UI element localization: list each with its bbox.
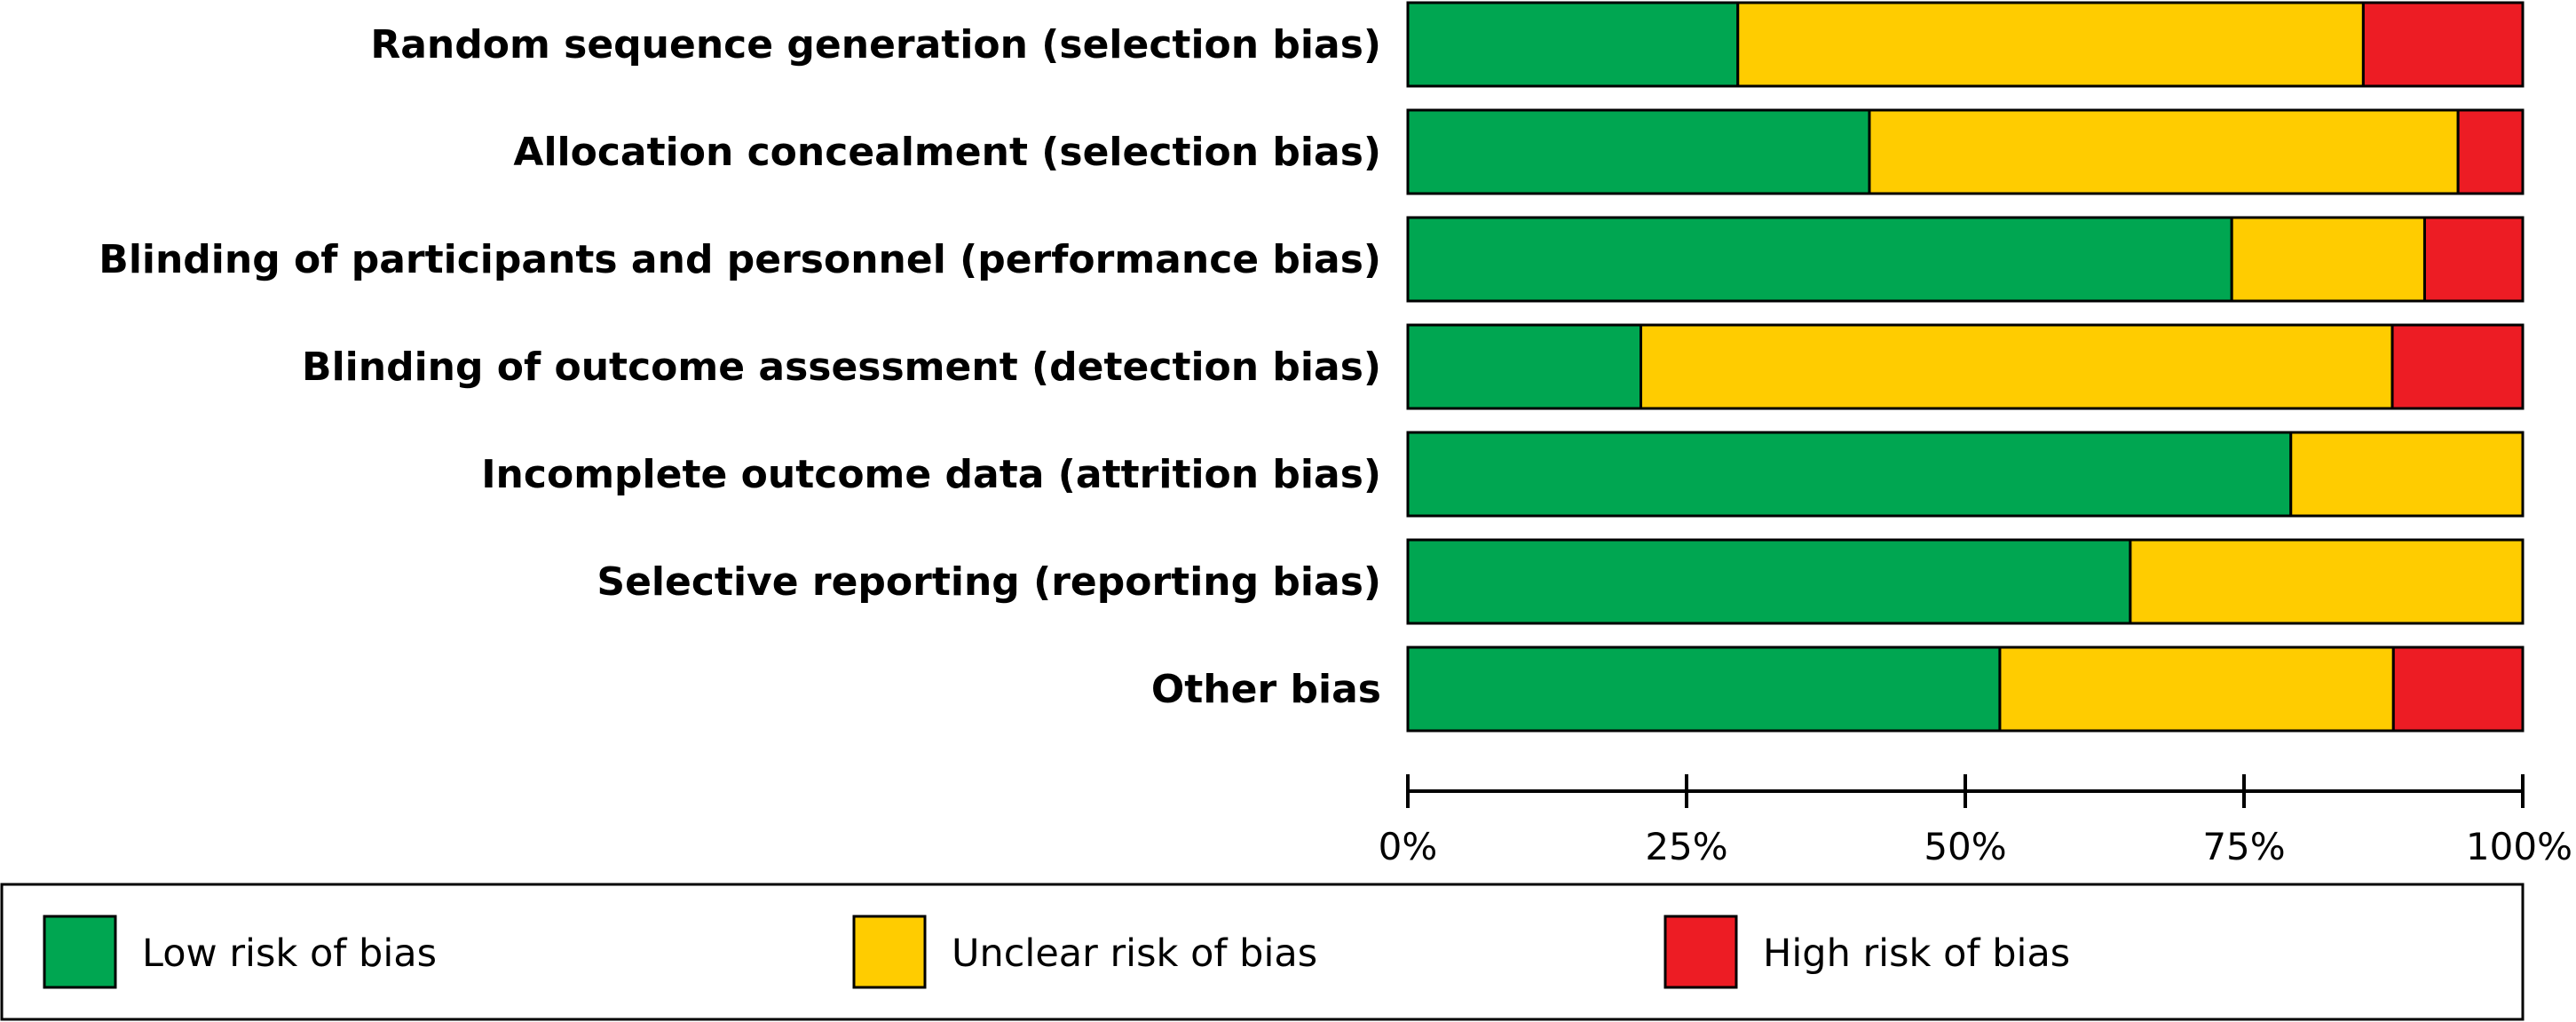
bar-segment-2-1 <box>1406 108 1871 195</box>
x-tick-label-2: 25% <box>1645 825 1727 868</box>
bars-layer <box>1406 1 2525 733</box>
x-tick-label-3: 50% <box>1924 825 2006 868</box>
bar-segment-7-1 <box>1406 646 2002 733</box>
bar-segment-1-2 <box>1736 1 2365 88</box>
bar-segment-6-2 <box>2129 538 2525 625</box>
legend-swatch-2 <box>852 915 927 989</box>
bar-segment-4-1 <box>1406 323 1643 410</box>
bar-segment-7-2 <box>1998 646 2395 733</box>
category-label-1: Random sequence generation (selection bi… <box>370 22 1381 67</box>
bar-segment-3-1 <box>1406 216 2233 303</box>
x-tick-label-1: 0% <box>1379 825 1438 868</box>
legend-label-3: High risk of bias <box>1763 931 2070 976</box>
x-axis: 0% 25% 50% 75% 100% <box>1379 774 2572 868</box>
category-label-7: Other bias <box>1151 667 1381 712</box>
bar-segment-7-3 <box>2391 646 2525 733</box>
legend-swatch-1 <box>43 915 117 989</box>
bar-segment-3-3 <box>2422 216 2525 303</box>
legend-swatch-3 <box>1663 915 1738 989</box>
legend-label-2: Unclear risk of bias <box>952 931 1317 976</box>
x-tick-label-4: 75% <box>2202 825 2285 868</box>
bar-segment-1-1 <box>1406 1 1740 88</box>
category-label-4: Blinding of outcome assessment (detectio… <box>302 345 1381 390</box>
category-label-2: Allocation concealment (selection bias) <box>513 130 1381 175</box>
category-label-3: Blinding of participants and personnel (… <box>99 237 1381 282</box>
legend: Low risk of bias Unclear risk of bias High… <box>0 883 2525 1021</box>
bar-segment-6-1 <box>1406 538 2132 625</box>
bar-segment-4-2 <box>1640 323 2394 410</box>
bar-segment-2-3 <box>2456 108 2525 195</box>
category-labels: Random sequence generation (selection bi… <box>99 22 1381 712</box>
legend-box <box>0 883 2525 1021</box>
x-tick-label-5: 100% <box>2466 825 2572 868</box>
bar-segment-2-2 <box>1868 108 2460 195</box>
category-label-6: Selective reporting (reporting bias) <box>597 559 1381 605</box>
category-label-5: Incomplete outcome data (attrition bias) <box>481 452 1381 497</box>
bar-segment-3-2 <box>2230 216 2426 303</box>
bar-segment-5-2 <box>2289 431 2525 518</box>
bar-segment-1-3 <box>2361 1 2525 88</box>
legend-label-1: Low risk of bias <box>142 931 437 976</box>
bar-segment-4-3 <box>2390 323 2525 410</box>
bar-segment-5-1 <box>1406 431 2293 518</box>
